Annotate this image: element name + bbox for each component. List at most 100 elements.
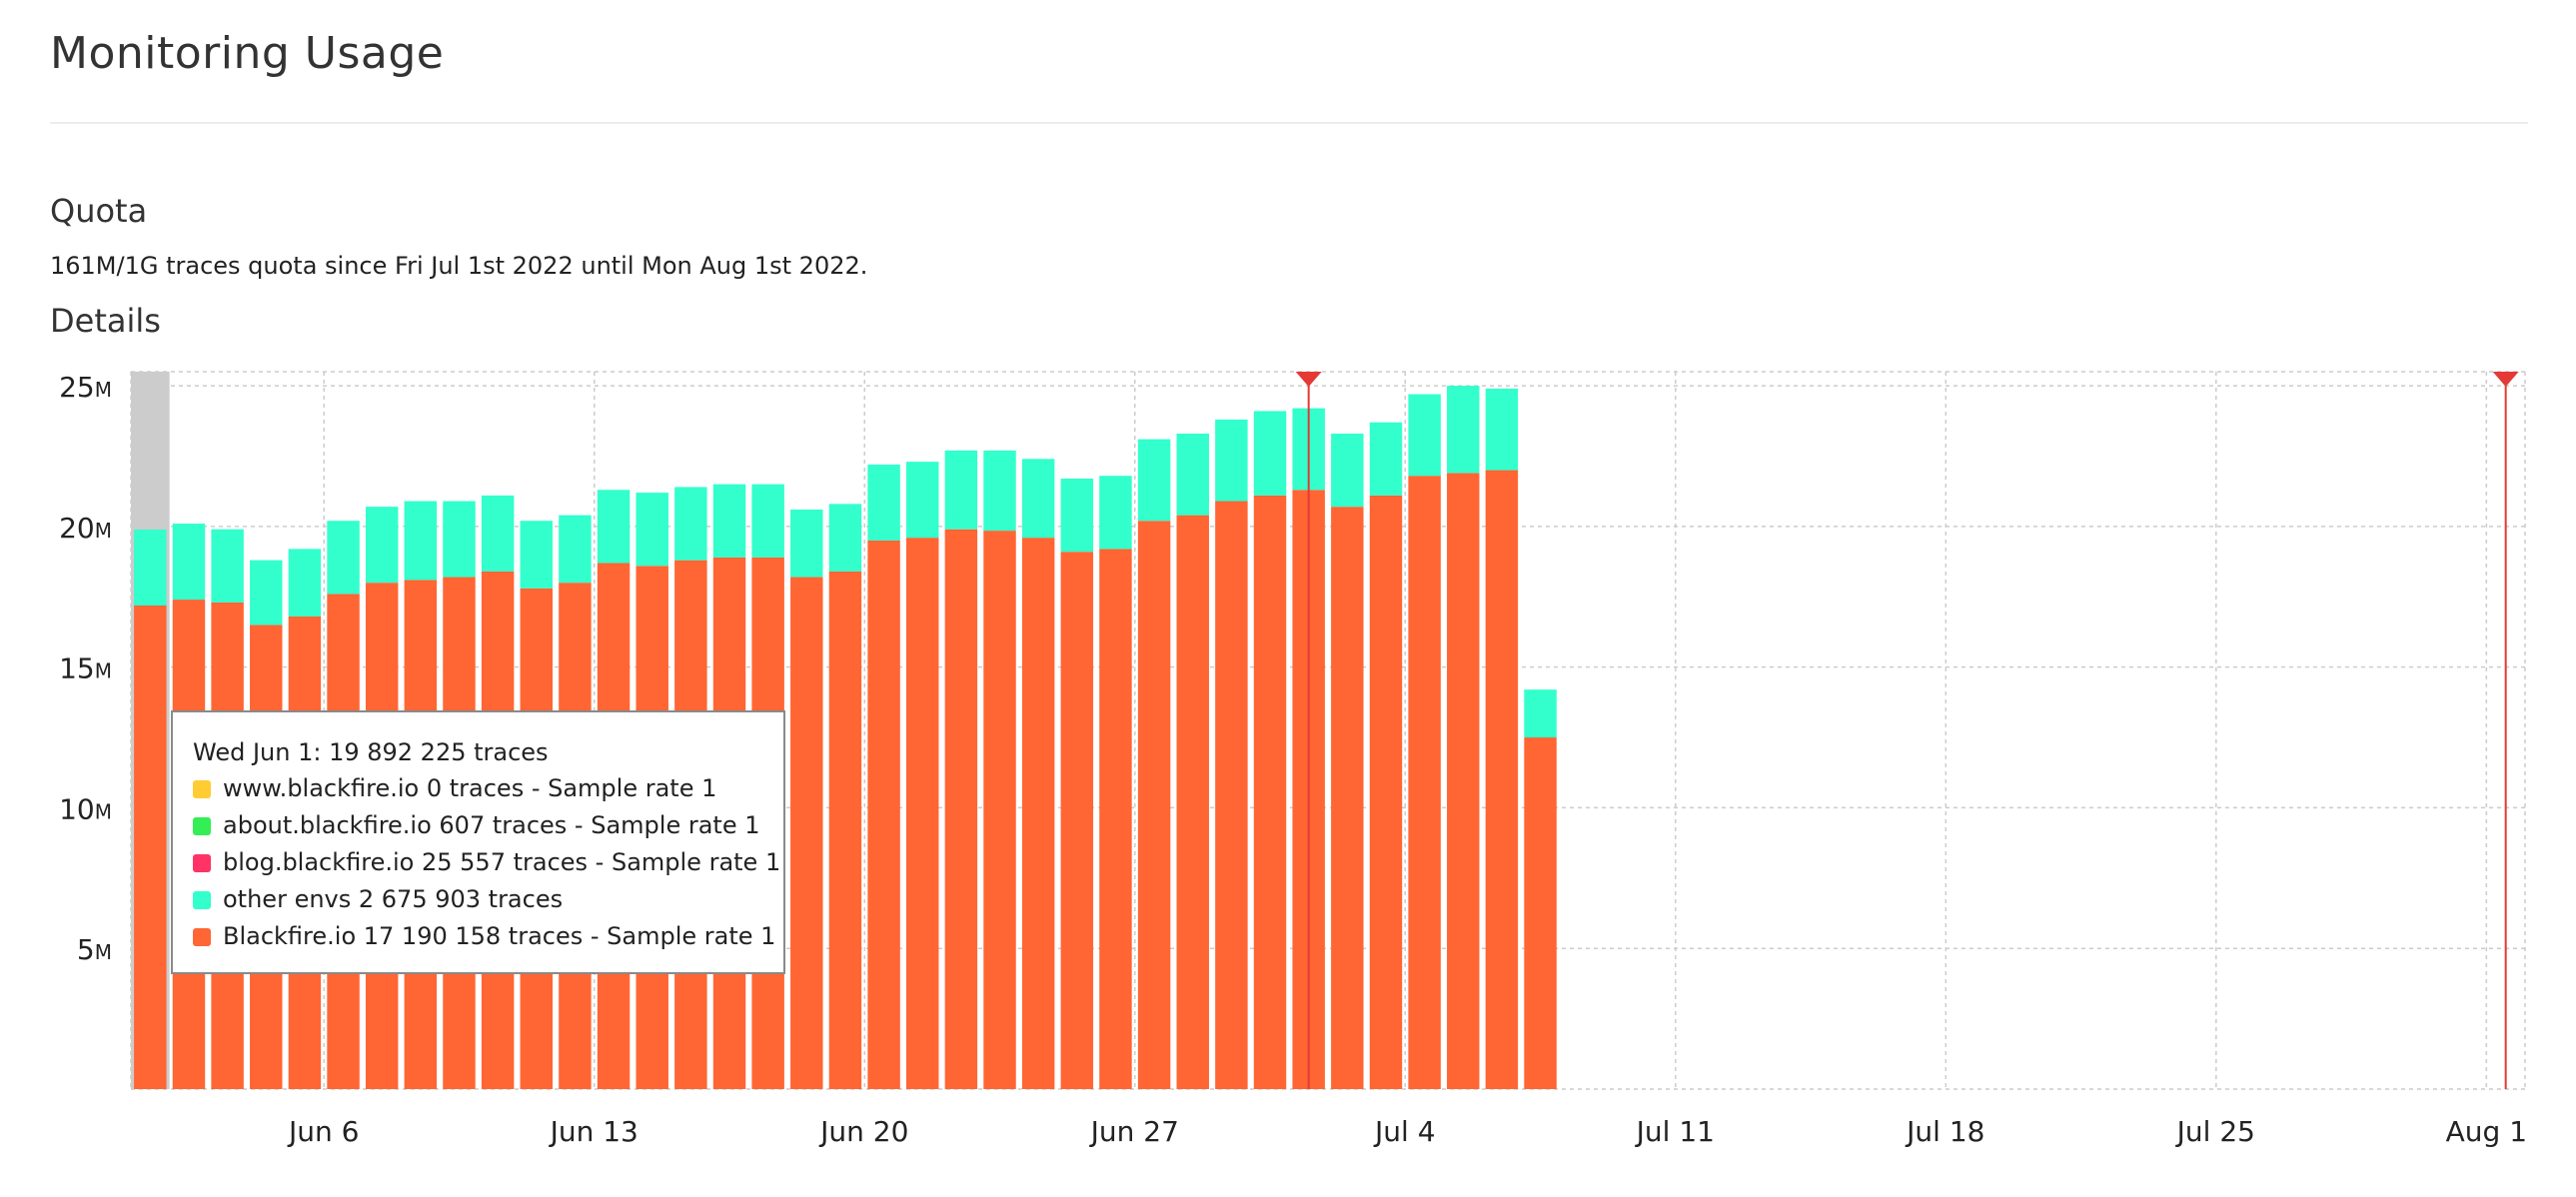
y-tick-unit: M bbox=[95, 659, 112, 683]
bar-segment-other-envs[interactable] bbox=[1099, 476, 1132, 550]
x-tick-label: Jun 6 bbox=[287, 1115, 359, 1148]
bar-segment-other-envs[interactable] bbox=[1485, 388, 1519, 471]
legend-swatch bbox=[193, 816, 211, 835]
tooltip-row-label: Blackfire.io 17 190 158 traces - Sample … bbox=[223, 922, 776, 950]
bar-segment-other-envs[interactable] bbox=[365, 507, 399, 584]
bar-segment-blackfire[interactable] bbox=[1021, 538, 1055, 1089]
x-tick-label: Jul 4 bbox=[1373, 1115, 1436, 1148]
y-tick-unit: M bbox=[95, 940, 112, 964]
bar-segment-blackfire[interactable] bbox=[790, 577, 823, 1089]
bar-segment-other-envs[interactable] bbox=[559, 515, 592, 584]
y-tick-value: 5 bbox=[77, 933, 95, 966]
bar-segment-other-envs[interactable] bbox=[944, 450, 978, 530]
tooltip-row-label: about.blackfire.io 607 traces - Sample r… bbox=[223, 811, 760, 839]
bar-segment-other-envs[interactable] bbox=[597, 490, 631, 564]
bar-segment-other-envs[interactable] bbox=[751, 484, 784, 558]
tooltip-row: Blackfire.io 17 190 158 traces - Sample … bbox=[193, 918, 775, 955]
bar-segment-other-envs[interactable] bbox=[867, 464, 900, 541]
bar-segment-other-envs[interactable] bbox=[327, 521, 360, 595]
y-tick-value: 25 bbox=[59, 371, 95, 404]
x-tick-label: Jun 27 bbox=[1089, 1115, 1179, 1148]
tooltip-row-label: other envs 2 675 903 traces bbox=[223, 885, 564, 913]
tooltip-row: about.blackfire.io 607 traces - Sample r… bbox=[193, 807, 763, 844]
tooltip-row: other envs 2 675 903 traces bbox=[193, 881, 763, 918]
x-tick-label: Jul 11 bbox=[1635, 1115, 1715, 1148]
y-tick-label: 20M bbox=[59, 512, 112, 545]
x-tick-label: Aug 1 bbox=[2446, 1115, 2527, 1148]
bar-segment-blackfire[interactable] bbox=[905, 538, 939, 1089]
bar-segment-other-envs[interactable] bbox=[1215, 419, 1248, 502]
y-tick-value: 15 bbox=[59, 652, 95, 685]
x-axis-ticks: Jun 6 Jun 13 Jun 20 Jun 27 Jul 4 Jul 11 Jul 18… bbox=[287, 1115, 2527, 1148]
y-tick-unit: M bbox=[95, 519, 112, 543]
bar-segment-other-envs[interactable] bbox=[1176, 433, 1209, 516]
bar-segment-other-envs[interactable] bbox=[1021, 459, 1055, 539]
bar-segment-blackfire[interactable] bbox=[1253, 495, 1287, 1089]
y-tick-label: 10M bbox=[59, 792, 112, 825]
y-tick-label: 25M bbox=[59, 371, 112, 404]
bar-segment-other-envs[interactable] bbox=[288, 549, 322, 616]
bar-segment-other-envs[interactable] bbox=[211, 529, 244, 602]
bar-segment-other-envs[interactable] bbox=[828, 504, 862, 572]
bar-segment-blackfire[interactable] bbox=[944, 529, 978, 1089]
bar-segment-blackfire[interactable] bbox=[1369, 495, 1403, 1089]
y-tick-label: 5M bbox=[77, 933, 112, 966]
x-tick-label: Jul 18 bbox=[1905, 1115, 1984, 1148]
legend-swatch bbox=[193, 853, 211, 872]
bar-segment-other-envs[interactable] bbox=[1331, 433, 1364, 508]
quota-summary: 161M/1G traces quota since Fri Jul 1st 2… bbox=[50, 252, 868, 280]
bar-segment-other-envs[interactable] bbox=[1253, 411, 1287, 496]
bar-segment-other-envs[interactable] bbox=[520, 521, 554, 589]
bar-segment-other-envs[interactable] bbox=[443, 501, 476, 578]
bar-segment-other-envs[interactable] bbox=[983, 450, 1016, 532]
bar-segment-blackfire[interactable] bbox=[1176, 515, 1209, 1089]
bar-segment-other-envs[interactable] bbox=[1060, 478, 1094, 553]
bar-segment-blackfire[interactable] bbox=[1331, 507, 1364, 1089]
y-tick-label: 15M bbox=[59, 652, 112, 685]
bar-segment-other-envs[interactable] bbox=[1408, 394, 1441, 477]
bar-segment-blackfire[interactable] bbox=[1408, 476, 1441, 1089]
bar-segment-other-envs[interactable] bbox=[1524, 689, 1557, 738]
bar-segment-other-envs[interactable] bbox=[172, 524, 206, 600]
y-tick-unit: M bbox=[95, 799, 112, 823]
y-tick-unit: M bbox=[95, 378, 112, 402]
bar-segment-other-envs[interactable] bbox=[404, 501, 438, 581]
bar-segment-blackfire[interactable] bbox=[983, 531, 1016, 1089]
tooltip-row-label: blog.blackfire.io 25 557 traces - Sample… bbox=[223, 848, 781, 876]
bar-segment-other-envs[interactable] bbox=[790, 509, 823, 578]
bar-segment-blackfire[interactable] bbox=[1485, 470, 1519, 1089]
tooltip-title: Wed Jun 1: 19 892 225 traces bbox=[193, 738, 549, 766]
bar-segment-other-envs[interactable] bbox=[636, 493, 668, 567]
tooltip-row-label: www.blackfire.io 0 traces - Sample rate … bbox=[223, 774, 717, 802]
bar-segment-other-envs[interactable] bbox=[250, 560, 283, 625]
period-marker-triangle bbox=[2492, 372, 2519, 387]
bar-segment-other-envs[interactable] bbox=[905, 462, 939, 539]
bar-segment-other-envs[interactable] bbox=[674, 487, 707, 561]
bar-segment-blackfire[interactable] bbox=[828, 571, 862, 1089]
period-marker-triangle bbox=[1295, 372, 1322, 387]
x-tick-label: Jul 25 bbox=[2175, 1115, 2255, 1148]
chart-markers bbox=[1295, 372, 2519, 1089]
details-heading: Details bbox=[50, 302, 161, 340]
bar-segment-blackfire[interactable] bbox=[1137, 521, 1171, 1089]
chart-tooltip: Wed Jun 1: 19 892 225 traces www.blackfi… bbox=[171, 710, 785, 974]
bar-segment-other-envs[interactable] bbox=[1369, 422, 1403, 496]
bar-segment-blackfire[interactable] bbox=[867, 540, 900, 1089]
bar-segment-blackfire[interactable] bbox=[1099, 549, 1132, 1089]
bar-segment-blackfire[interactable] bbox=[1447, 473, 1480, 1089]
y-tick-value: 10 bbox=[59, 792, 95, 825]
bar-segment-other-envs[interactable] bbox=[134, 529, 167, 605]
bar-segment-other-envs[interactable] bbox=[712, 484, 746, 558]
bar-segment-blackfire[interactable] bbox=[1060, 552, 1094, 1089]
bar-segment-blackfire[interactable] bbox=[134, 604, 167, 1089]
x-tick-label: Jun 20 bbox=[818, 1115, 908, 1148]
bar-segment-other-envs[interactable] bbox=[1447, 386, 1480, 474]
bar-segment-other-envs[interactable] bbox=[1137, 439, 1171, 522]
bar-segment-other-envs[interactable] bbox=[481, 495, 515, 572]
bar-segment-blackfire[interactable] bbox=[1215, 501, 1248, 1089]
chart-bars[interactable] bbox=[134, 386, 1557, 1090]
bar-segment-blackfire[interactable] bbox=[1524, 737, 1557, 1089]
y-tick-value: 20 bbox=[59, 512, 95, 545]
